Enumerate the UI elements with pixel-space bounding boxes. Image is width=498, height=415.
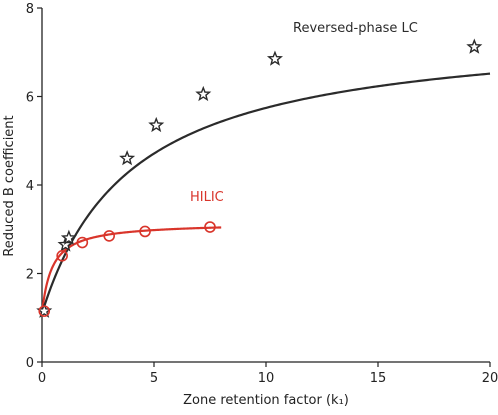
data-point-star [148, 116, 165, 133]
x-axis-title: Zone retention factor (k₁) [183, 393, 349, 408]
data-point-star [119, 150, 136, 166]
data-markers [36, 38, 483, 318]
plot-area: 0 5 10 15 20 0 2 4 6 8 [26, 2, 498, 386]
data-point-circle [56, 250, 68, 262]
fit-curve [40, 226, 222, 314]
data-point-circle [103, 230, 115, 242]
fit-curve [40, 72, 491, 314]
data-point-star [466, 38, 483, 54]
data-point-star [195, 85, 212, 102]
y-tick-label: 6 [26, 91, 34, 106]
x-tick-label: 10 [258, 371, 275, 386]
y-tick-label: 2 [26, 268, 34, 283]
series-label-hilic: HILIC [190, 190, 224, 205]
data-point-circle [76, 236, 89, 249]
y-tick-label: 4 [26, 179, 34, 194]
y-tick-label: 8 [26, 2, 34, 17]
y-ticks: 0 2 4 6 8 [26, 2, 42, 371]
y-tick-label: 0 [26, 356, 34, 371]
x-tick-label: 15 [370, 371, 387, 386]
data-point-star [266, 50, 283, 66]
data-point-circle [38, 305, 51, 317]
data-point-star [57, 236, 74, 252]
series-label-reversed-phase: Reversed-phase LC [293, 21, 418, 36]
x-tick-label: 0 [38, 371, 46, 386]
y-axis-title: Reduced B coefficient [2, 115, 17, 256]
x-tick-label: 20 [482, 371, 498, 386]
data-point-circle [204, 221, 216, 233]
x-tick-label: 5 [150, 371, 158, 386]
fit-curves [40, 72, 491, 314]
data-point-star [60, 229, 77, 245]
x-ticks: 0 5 10 15 20 [38, 362, 498, 386]
data-point-circle [139, 225, 151, 238]
